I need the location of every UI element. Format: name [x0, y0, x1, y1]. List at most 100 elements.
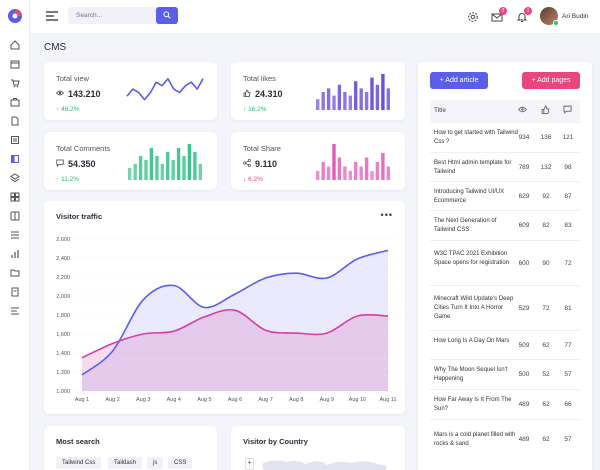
mini-bar — [198, 164, 202, 180]
settings-gear-icon[interactable] — [467, 11, 479, 23]
article-likes: 82 — [542, 222, 550, 229]
article-title[interactable]: How Long Is A Day On Mars — [434, 337, 510, 344]
app-logo[interactable] — [7, 8, 23, 24]
article-title[interactable]: Mars is a cold planet filled with rocks … — [434, 432, 516, 447]
table-row[interactable]: How to get started with Tailwind Css ? 93… — [430, 122, 580, 152]
search-tag[interactable]: Tailwind Css — [56, 457, 102, 469]
article-title[interactable]: Best Html admin template for Tailwind — [434, 159, 512, 175]
widgets-icon[interactable] — [10, 211, 20, 221]
article-likes: 62 — [542, 436, 550, 443]
add-pages-button[interactable]: + Add pages — [522, 72, 580, 89]
article-title[interactable]: W3C TPAC 2021 Exhibition Space opens for… — [434, 251, 510, 266]
sparkline-path — [126, 77, 204, 101]
notification-bell-icon[interactable]: 1 — [516, 7, 532, 23]
views-column-eye-icon — [517, 105, 528, 116]
stat-card-total-share: Total Share 9.110 ↓ 6.2% — [231, 132, 405, 190]
search-tag[interactable]: js — [147, 457, 164, 469]
chart-icon[interactable] — [10, 249, 20, 259]
article-title[interactable]: Minecraft Wild Update's Deep Cities Turn… — [434, 296, 514, 320]
mini-bar — [348, 95, 352, 110]
grid-icon[interactable] — [10, 192, 20, 202]
folder-icon[interactable] — [10, 268, 20, 278]
table-row[interactable]: How Long Is A Day On Mars 509 62 77 — [430, 330, 580, 359]
mini-bar — [348, 171, 352, 180]
cms-icon[interactable] — [10, 154, 20, 164]
mini-bar — [370, 77, 374, 110]
search-button[interactable] — [156, 7, 178, 24]
mini-bar — [321, 92, 325, 110]
article-title[interactable]: How Far Away Is It From The Sun? — [434, 397, 512, 412]
hamburger-menu-icon[interactable] — [46, 11, 58, 21]
mini-bar — [386, 166, 390, 180]
article-comments: 66 — [564, 401, 572, 408]
y-tick-label: 1,200 — [56, 370, 70, 376]
table-row[interactable]: The Next Generation of Tailwind CSS 609 82… — [430, 210, 580, 240]
stat-change: 46.2% — [61, 106, 80, 113]
mini-bar — [364, 157, 369, 180]
article-views: 509 — [518, 341, 530, 349]
y-tick-label: 2,600 — [56, 237, 70, 243]
mini-bar — [321, 162, 325, 180]
search-tag[interactable]: Taildash — [108, 457, 143, 469]
article-views: 600 — [518, 259, 530, 267]
article-likes: 92 — [542, 192, 550, 200]
username[interactable]: Ari Budin — [562, 13, 589, 20]
page-title: CMS — [44, 42, 67, 53]
news-icon[interactable] — [10, 135, 20, 145]
table-row[interactable]: Minecraft Wild Update's Deep Cities Turn… — [430, 285, 580, 330]
mini-bar — [138, 156, 143, 180]
table-row[interactable]: How Far Away Is It From The Sun? 489 62 66 — [430, 389, 580, 419]
mini-bar — [144, 160, 148, 180]
stat-change: 16.2% — [248, 106, 267, 113]
stat-title: Total Comments — [56, 144, 111, 153]
mini-bar — [155, 156, 159, 180]
mini-bar — [370, 171, 374, 180]
visitor-country-title: Visitor by Country — [243, 437, 308, 446]
mini-bar — [381, 153, 385, 180]
mini-bar — [332, 95, 336, 110]
article-views: 629 — [518, 192, 530, 200]
user-avatar[interactable] — [540, 7, 559, 26]
briefcase-icon[interactable] — [10, 97, 20, 107]
search-input[interactable] — [68, 7, 154, 24]
more-options-icon[interactable]: ••• — [380, 210, 393, 220]
home-icon[interactable] — [10, 40, 20, 50]
document-icon[interactable] — [10, 116, 20, 126]
barchart-total-likes — [316, 74, 390, 110]
table-row[interactable]: Mars is a cold planet filled with rocks … — [430, 419, 580, 459]
table-row[interactable]: Why The Moon Sequel Isn't Happening 500 52… — [430, 359, 580, 389]
stat-change: 6.2% — [248, 176, 263, 183]
table-row[interactable]: W3C TPAC 2021 Exhibition Space opens for… — [430, 240, 580, 285]
mini-bar — [182, 156, 186, 180]
article-title[interactable]: The Next Generation of Tailwind CSS — [434, 218, 497, 233]
article-title[interactable]: Why The Moon Sequel Isn't Happening — [434, 367, 508, 382]
map-zoom-in-button[interactable]: + — [245, 458, 254, 470]
sidebar — [0, 0, 30, 470]
list-icon[interactable] — [10, 230, 20, 240]
search-tag[interactable]: CSS — [168, 457, 193, 469]
x-tick-label: Aug 11 — [379, 397, 396, 403]
table-row[interactable]: Introducing Tailwind UI/UX Ecommerce 629 9… — [430, 181, 580, 210]
column-title: Title — [434, 107, 447, 114]
world-map — [262, 460, 387, 470]
stat-card-total-likes: Total likes 24.310 ↑ 16.2% — [231, 62, 405, 120]
layers-icon[interactable] — [10, 173, 20, 183]
article-title[interactable]: Introducing Tailwind UI/UX Ecommerce — [434, 188, 505, 204]
comments-column-comment-icon — [563, 105, 572, 116]
thumb-icon — [243, 89, 251, 99]
cart-icon[interactable] — [10, 78, 20, 88]
page-icon[interactable] — [10, 287, 20, 297]
article-title[interactable]: How to get started with Tailwind Css ? — [434, 130, 518, 145]
calendar-icon[interactable] — [10, 59, 20, 69]
visitor-traffic-card: Visitor traffic ••• 1,000 1,200 1,400 1,600… — [44, 201, 405, 414]
article-views: 789 — [518, 163, 530, 171]
table-row[interactable]: Best Html admin template for Tailwind 789… — [430, 152, 580, 181]
mail-icon[interactable]: 3 — [491, 7, 507, 23]
barchart-total-comments — [128, 144, 202, 180]
menu-lines-icon[interactable] — [10, 306, 20, 316]
series-area — [82, 250, 388, 391]
add-article-button[interactable]: + Add article — [430, 72, 488, 89]
x-tick-label: Aug 7 — [258, 397, 272, 403]
mini-bar — [375, 162, 380, 180]
y-tick-label: 1,400 — [56, 351, 70, 357]
